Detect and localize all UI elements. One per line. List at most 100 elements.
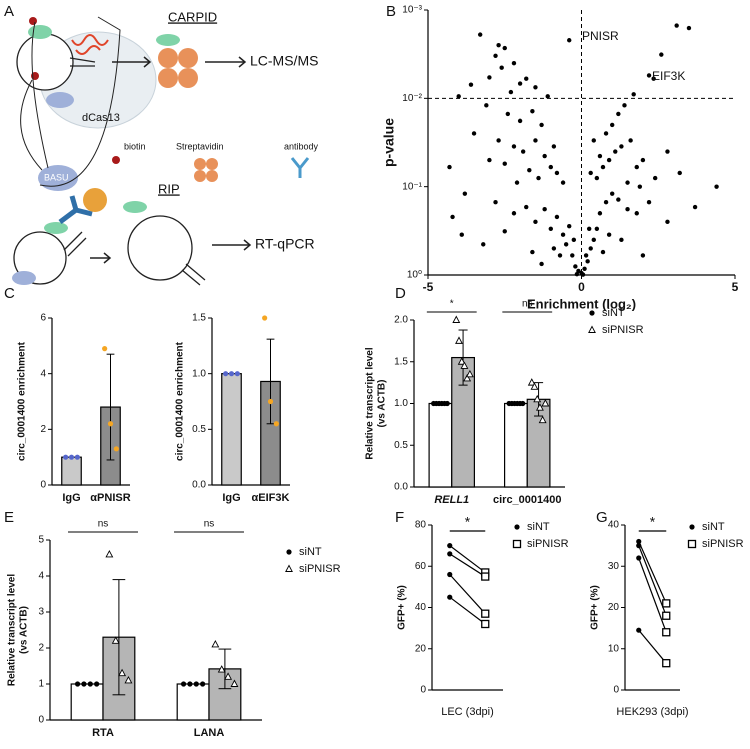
x-tick-label: IgG — [62, 492, 80, 504]
label: RIP — [158, 181, 180, 196]
point — [588, 170, 593, 176]
point — [628, 138, 633, 143]
x-tick-label: 0 — [578, 280, 585, 294]
point — [267, 398, 274, 405]
x-tick-label: circ_0001400 — [493, 494, 562, 506]
point — [588, 246, 593, 251]
y-axis-title: GFP+ (%) — [397, 585, 408, 630]
point — [583, 253, 589, 258]
y-tick-label: 0.5 — [394, 440, 408, 451]
point — [677, 170, 682, 176]
legend-label: siNT — [299, 546, 322, 558]
point — [686, 25, 692, 31]
point — [533, 85, 538, 90]
x-tick-label: 5 — [732, 280, 739, 294]
legend-marker — [689, 524, 695, 530]
y-tick-label: 10⁰ — [407, 270, 422, 281]
point — [460, 361, 469, 369]
point — [520, 149, 526, 154]
legend-marker — [514, 524, 520, 530]
label: LC-MS/MS — [250, 53, 318, 69]
antibody-icon — [290, 157, 310, 178]
point — [625, 207, 630, 212]
rna-stem — [63, 231, 87, 257]
point — [591, 138, 596, 143]
point — [538, 415, 547, 424]
point — [542, 207, 547, 212]
panel-label: D — [395, 285, 406, 302]
point — [570, 253, 575, 258]
protein — [44, 222, 68, 234]
point — [659, 52, 664, 57]
y-tick-label: 0.0 — [394, 482, 408, 493]
point — [234, 371, 240, 377]
diagram: dCas13 BASU CARPID LC-MS/MS biotin Strep… — [12, 9, 319, 286]
point — [481, 242, 486, 247]
point — [530, 109, 535, 114]
y-tick-label: 0.0 — [192, 480, 206, 491]
point — [597, 211, 603, 216]
point — [665, 149, 670, 154]
point — [113, 446, 119, 452]
y-axis-title: circ_0001400 enrichment — [175, 341, 186, 461]
point — [484, 103, 489, 108]
arrow — [205, 56, 247, 68]
arrow — [90, 252, 112, 264]
point — [193, 681, 199, 687]
y-tick-label: 20 — [415, 643, 427, 654]
arrow — [212, 239, 252, 251]
y-axis-title: (vs ACTB) — [377, 380, 388, 428]
point — [230, 679, 239, 687]
point — [520, 400, 526, 407]
legend-label: siPNISR — [299, 563, 341, 575]
significance-label: * — [465, 514, 471, 530]
point — [606, 157, 612, 163]
point — [463, 373, 472, 382]
point — [74, 681, 81, 687]
protein — [156, 34, 180, 46]
bar — [504, 402, 528, 488]
arrow — [39, 16, 121, 187]
point — [636, 538, 642, 545]
significance-label: * — [450, 299, 454, 310]
y-tick-label: 60 — [415, 561, 427, 572]
point — [180, 681, 187, 687]
y-tick-label: 10⁻² — [402, 93, 422, 104]
point — [107, 421, 114, 427]
panel-label: B — [386, 3, 396, 20]
point — [597, 153, 603, 159]
protein — [28, 25, 52, 39]
legend-label: siPNISR — [702, 538, 744, 550]
significance-label: * — [650, 514, 656, 530]
point — [452, 315, 461, 323]
y-tick-label: 2 — [38, 643, 44, 654]
point — [610, 191, 615, 196]
legend-marker — [512, 539, 522, 549]
point — [496, 42, 501, 48]
rna-squiggle — [71, 34, 109, 55]
point — [524, 76, 529, 81]
point — [533, 138, 538, 143]
point — [662, 628, 671, 637]
legend-marker — [286, 549, 292, 555]
panel-label: A — [4, 3, 14, 20]
point — [217, 665, 226, 673]
point — [594, 226, 600, 232]
point — [499, 65, 504, 70]
y-tick-label: 10⁻¹ — [402, 181, 422, 192]
point — [594, 175, 600, 181]
point — [622, 103, 627, 108]
significance-label: ns — [522, 299, 533, 310]
panel-label: E — [4, 509, 14, 526]
bead — [83, 188, 107, 212]
point — [471, 131, 477, 136]
point — [560, 180, 566, 185]
point — [551, 144, 557, 149]
point — [481, 609, 490, 618]
legend-label: siNT — [702, 521, 725, 533]
point — [548, 164, 553, 170]
point — [536, 175, 541, 181]
label: biotin — [124, 141, 146, 151]
y-tick-label: 0 — [38, 715, 44, 726]
